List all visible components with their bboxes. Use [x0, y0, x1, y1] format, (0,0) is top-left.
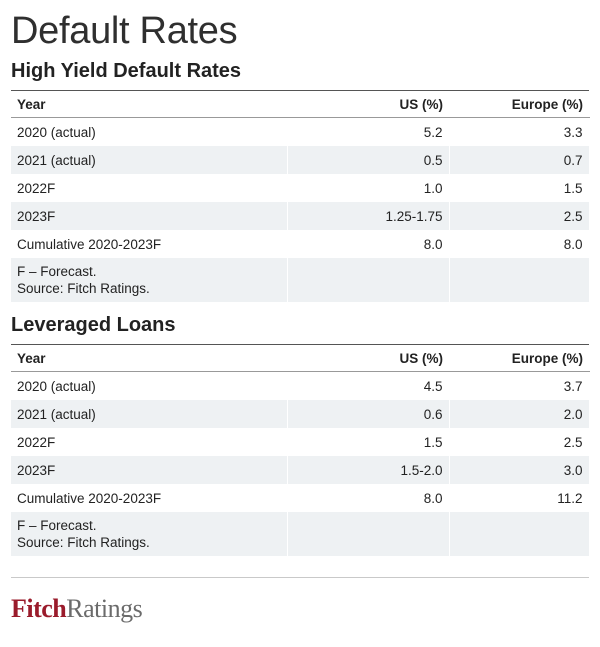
- logo-fitch: Fitch: [11, 594, 67, 623]
- note-forecast: F – Forecast.: [17, 518, 97, 533]
- table-row: Cumulative 2020-2023F 8.0 11.2: [11, 484, 590, 512]
- leveraged-loans-table: Year US (%) Europe (%) 2020 (actual) 4.5…: [11, 344, 590, 556]
- cell-year: 2022F: [11, 174, 288, 202]
- high-yield-table: Year US (%) Europe (%) 2020 (actual) 5.2…: [11, 90, 590, 302]
- cell-us: 1.5-2.0: [287, 456, 450, 484]
- col-header-europe: Europe (%): [449, 344, 589, 372]
- table-row: 2022F 1.0 1.5: [11, 174, 590, 202]
- cell-europe: 2.0: [449, 400, 590, 428]
- table-row: 2022F 1.5 2.5: [11, 428, 590, 456]
- col-header-us: US (%): [287, 344, 449, 372]
- cell-us: 1.5: [287, 428, 450, 456]
- cell-year: 2023F: [11, 202, 288, 230]
- note-source: Source: Fitch Ratings.: [17, 281, 150, 296]
- cell-europe: 8.0: [449, 230, 590, 258]
- cell-europe: 3.3: [449, 117, 590, 146]
- cell-us: 8.0: [287, 230, 450, 258]
- logo-ratings: Ratings: [66, 594, 143, 623]
- table-row: 2021 (actual) 0.5 0.7: [11, 146, 590, 174]
- cell-europe: 3.7: [449, 371, 590, 400]
- leveraged-loans-title: Leveraged Loans: [11, 314, 176, 336]
- empty-cell: [287, 258, 450, 302]
- cell-us: 5.2: [287, 117, 450, 146]
- cell-us: 4.5: [287, 371, 450, 400]
- cell-europe: 2.5: [449, 202, 590, 230]
- cell-year: 2022F: [11, 428, 288, 456]
- col-header-us: US (%): [287, 90, 449, 118]
- table-notes: F – Forecast. Source: Fitch Ratings.: [11, 512, 288, 556]
- table-notes: F – Forecast. Source: Fitch Ratings.: [11, 258, 288, 302]
- col-header-europe: Europe (%): [449, 90, 589, 118]
- table-notes-row: F – Forecast. Source: Fitch Ratings.: [11, 258, 590, 302]
- table-row: 2020 (actual) 5.2 3.3: [11, 117, 590, 146]
- empty-cell: [449, 512, 590, 556]
- col-header-year: Year: [11, 90, 287, 118]
- cell-year: 2020 (actual): [11, 371, 288, 400]
- empty-cell: [287, 512, 450, 556]
- cell-year: 2021 (actual): [11, 400, 288, 428]
- cell-us: 1.25-1.75: [287, 202, 450, 230]
- page-title: Default Rates: [11, 10, 238, 52]
- col-header-year: Year: [11, 344, 287, 372]
- high-yield-title: High Yield Default Rates: [11, 60, 242, 82]
- table-row: 2023F 1.5-2.0 3.0: [11, 456, 590, 484]
- note-forecast: F – Forecast.: [17, 264, 97, 279]
- cell-year: 2023F: [11, 456, 288, 484]
- cell-europe: 0.7: [449, 146, 590, 174]
- page-content: Default Rates High Yield Default Rates Y…: [11, 8, 590, 556]
- table-row: 2023F 1.25-1.75 2.5: [11, 202, 590, 230]
- cell-year: Cumulative 2020-2023F: [11, 484, 288, 512]
- cell-year: 2021 (actual): [11, 146, 288, 174]
- footer-divider: [11, 577, 589, 578]
- table-row: 2020 (actual) 4.5 3.7: [11, 371, 590, 400]
- table-notes-row: F – Forecast. Source: Fitch Ratings.: [11, 512, 590, 556]
- cell-us: 0.5: [287, 146, 450, 174]
- fitch-ratings-logo: FitchRatings: [11, 594, 143, 624]
- table-header-row: Year US (%) Europe (%): [11, 90, 589, 118]
- table-row: 2021 (actual) 0.6 2.0: [11, 400, 590, 428]
- cell-europe: 3.0: [449, 456, 590, 484]
- table-header-row: Year US (%) Europe (%): [11, 344, 589, 372]
- cell-europe: 2.5: [449, 428, 590, 456]
- table-row: Cumulative 2020-2023F 8.0 8.0: [11, 230, 590, 258]
- cell-us: 0.6: [287, 400, 450, 428]
- cell-year: 2020 (actual): [11, 117, 288, 146]
- cell-year: Cumulative 2020-2023F: [11, 230, 288, 258]
- cell-europe: 1.5: [449, 174, 590, 202]
- cell-us: 8.0: [287, 484, 450, 512]
- cell-europe: 11.2: [449, 484, 590, 512]
- empty-cell: [449, 258, 590, 302]
- note-source: Source: Fitch Ratings.: [17, 535, 150, 550]
- cell-us: 1.0: [287, 174, 450, 202]
